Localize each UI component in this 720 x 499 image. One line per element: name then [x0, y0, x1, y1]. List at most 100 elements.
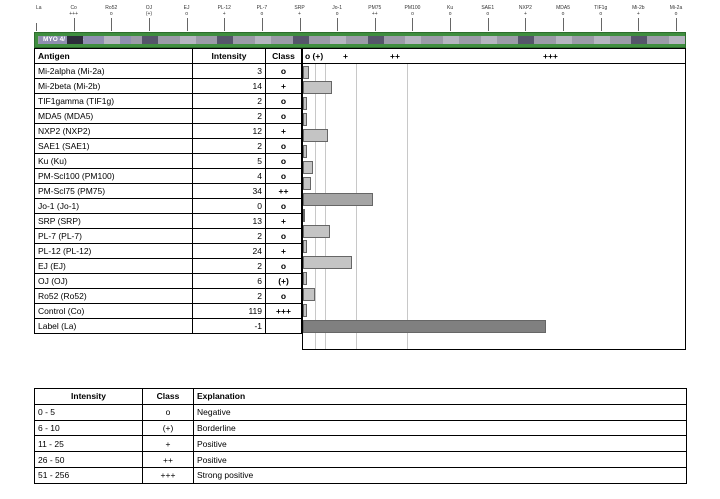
intensity-bar	[303, 256, 353, 270]
antigen-cell: Mi-2beta (Mi-2b)	[34, 78, 193, 94]
intensity-cell: 2	[192, 138, 266, 154]
legend-intensity-cell: 51 - 256	[34, 466, 143, 484]
class-cell: o	[265, 228, 302, 244]
strip-membrane	[38, 36, 682, 44]
table-row: Ku (Ku) 5 o	[34, 153, 302, 169]
intensity-cell: 2	[192, 288, 266, 304]
strip-tick	[412, 18, 414, 31]
intensity-bar	[303, 272, 308, 286]
class-cell: o	[265, 198, 302, 214]
strip-position-class: +	[523, 11, 527, 17]
intensity-cell: 5	[192, 153, 266, 169]
strip-position-label: Ku	[447, 5, 454, 11]
intensity-cell: 2	[192, 258, 266, 274]
strip-tick	[186, 18, 188, 31]
strip-tick	[73, 18, 75, 31]
results-table: Antigen Intensity Class Mi-2alpha (Mi-2a…	[34, 48, 302, 334]
legend-class-cell: o	[142, 403, 194, 421]
strip-band	[217, 36, 234, 44]
antigen-cell: SRP (SRP)	[34, 213, 193, 229]
strip-position-labels: La Co +++ Ro52 o OJ (+) EJ o PL-12 + PL-7 o SRP + Jo-1 o…	[0, 0, 720, 32]
test-strip-image: MYO 4/ 69-16	[34, 32, 686, 48]
antigen-cell: SAE1 (SAE1)	[34, 138, 193, 154]
table-row: PM-Scl75 (PM75) 34 ++	[34, 183, 302, 199]
strip-band	[330, 36, 347, 44]
table-row: SAE1 (SAE1) 2 o	[34, 138, 302, 154]
legend-row: 6 - 10 (+) Borderline	[34, 419, 687, 437]
strip-position-class: +++	[69, 11, 79, 17]
strip-position-class: o	[448, 11, 452, 17]
class-scale-label: +++	[543, 51, 558, 61]
legend-intensity-cell: 26 - 50	[34, 451, 143, 468]
strip-position-label: MDA5	[556, 5, 570, 11]
table-row: PL-7 (PL-7) 2 o	[34, 228, 302, 244]
class-cell: o	[265, 168, 302, 184]
legend-header-row: Intensity Class Explanation	[34, 388, 687, 405]
intensity-bar	[303, 288, 316, 302]
antigen-cell: Ro52 (Ro52)	[34, 288, 193, 304]
strip-position-class: o	[486, 11, 490, 17]
antigen-cell: PM-Scl100 (PM100)	[34, 168, 193, 184]
intensity-cell: -1	[192, 318, 266, 334]
strip-tick	[487, 18, 489, 31]
table-row: Control (Co) 119 +++	[34, 303, 302, 319]
legend-row: 0 - 5 o Negative	[34, 403, 687, 421]
strip-band	[179, 36, 196, 44]
strip-position-label: SAE1	[481, 5, 495, 11]
table-row: EJ (EJ) 2 o	[34, 258, 302, 274]
legend-explanation-cell: Positive	[193, 451, 687, 468]
intensity-bar	[303, 160, 314, 174]
legend-class-header: Class	[142, 388, 194, 405]
strip-tick	[676, 18, 677, 31]
results-header-row: Antigen Intensity Class	[34, 48, 302, 64]
legend-explanation-cell: Negative	[193, 403, 687, 421]
strip-tick	[563, 18, 565, 31]
strip-position-label: Mi-2b	[632, 5, 645, 11]
strip-tick	[638, 18, 640, 31]
class-legend-table: Intensity Class Explanation 0 - 5 o Negati…	[34, 388, 687, 484]
strip-position-label: EJ	[183, 5, 190, 11]
class-cell: o	[265, 138, 302, 154]
class-cell: ++	[265, 183, 302, 199]
class-cell: +++	[265, 303, 302, 319]
strip-tick	[450, 18, 452, 31]
threshold-gridline	[407, 64, 409, 349]
legend-intensity-cell: 11 - 25	[34, 435, 143, 453]
strip-position-class: +	[636, 11, 640, 17]
strip-band	[104, 36, 121, 44]
table-row: SRP (SRP) 13 +	[34, 213, 302, 229]
class-header: Class	[265, 48, 302, 64]
strip-position-class: o	[561, 11, 565, 17]
table-row: MDA5 (MDA5) 2 o	[34, 108, 302, 124]
threshold-gridline	[325, 64, 327, 349]
strip-position-label: Co	[70, 5, 77, 11]
legend-explanation-cell: Strong positive	[193, 466, 687, 484]
intensity-cell: 119	[192, 303, 266, 319]
class-cell: +	[265, 243, 302, 259]
intensity-cell: 4	[192, 168, 266, 184]
strip-tick	[111, 18, 113, 31]
class-scale-label: +	[343, 51, 348, 61]
antigen-cell: EJ (EJ)	[34, 258, 193, 274]
strip-position-class: +	[298, 11, 301, 17]
intensity-header: Intensity	[192, 48, 266, 64]
strip-position-class: o	[674, 11, 678, 17]
legend-explanation-header: Explanation	[193, 388, 687, 405]
intensity-cell: 2	[192, 93, 266, 109]
legend-row: 51 - 256 +++ Strong positive	[34, 466, 687, 484]
strip-band	[593, 36, 610, 44]
strip-band	[141, 36, 158, 44]
class-cell: o	[265, 288, 302, 304]
intensity-bar	[303, 192, 373, 206]
strip-band	[292, 36, 309, 44]
intensity-cell: 24	[192, 243, 266, 259]
legend-class-cell: ++	[142, 451, 194, 468]
intensity-bar	[303, 304, 308, 317]
strip-band	[367, 36, 384, 44]
antigen-cell: MDA5 (MDA5)	[34, 108, 193, 124]
antigen-cell: Ku (Ku)	[34, 153, 193, 169]
class-cell: o	[265, 93, 302, 109]
legend-row: 11 - 25 + Positive	[34, 435, 687, 453]
strip-band	[480, 36, 497, 44]
antigen-cell: Mi-2alpha (Mi-2a)	[34, 63, 193, 79]
